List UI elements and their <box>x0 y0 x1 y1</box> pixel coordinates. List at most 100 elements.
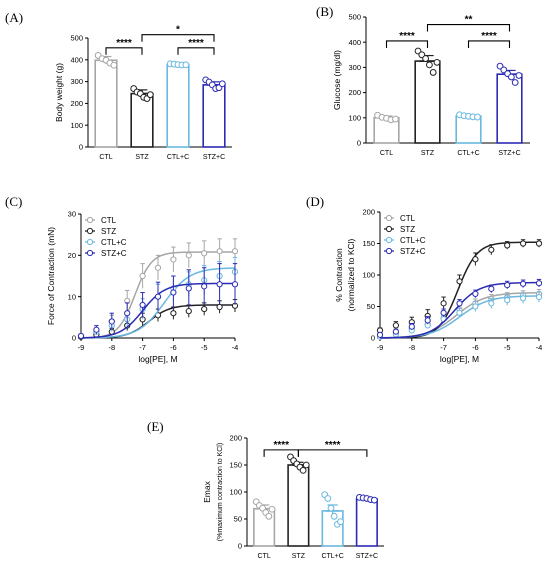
data-point <box>488 246 495 253</box>
y-tick-label: 0 <box>371 334 375 343</box>
data-point <box>511 79 519 86</box>
significance-label: **** <box>481 31 497 42</box>
chart-panel-4: (E) 0 50 100 150 200 Emax (%maximum contraction… <box>147 419 384 560</box>
category-label: STZ+C <box>356 553 378 560</box>
y-tick-label: 500 <box>348 13 361 22</box>
legend-marker <box>86 249 94 257</box>
data-point <box>370 496 378 504</box>
x-tick-label: -6 <box>472 343 479 352</box>
x-tick-label: -5 <box>504 343 511 352</box>
data-point <box>216 248 223 255</box>
category-label: CTL+C <box>167 154 189 161</box>
data-point <box>520 295 527 302</box>
series-curve <box>379 241 540 339</box>
data-point <box>392 322 399 329</box>
significance-bracket <box>385 40 429 48</box>
legend-marker <box>385 247 393 255</box>
data-point <box>110 61 118 69</box>
data-point <box>504 242 511 249</box>
y-tick-label: 200 <box>348 88 361 97</box>
bar <box>496 73 523 144</box>
panel-letter: (D) <box>306 194 324 209</box>
x-tick-label: -9 <box>78 343 85 352</box>
data-point <box>265 512 273 520</box>
legend-label: STZ+C <box>101 249 127 258</box>
x-tick-label: -7 <box>440 343 447 352</box>
y-tick-label: 300 <box>348 63 361 72</box>
data-point <box>93 326 100 333</box>
panel-letter: (C) <box>5 194 22 209</box>
significance-bracket <box>297 449 368 457</box>
y-tick-label: 300 <box>70 77 83 86</box>
y-tick-label: 200 <box>362 208 375 217</box>
y-tick-label: 150 <box>362 239 375 248</box>
legend-marker <box>86 227 94 235</box>
x-tick-label: -6 <box>170 343 177 352</box>
data-point <box>139 272 146 280</box>
significance-bracket <box>141 34 215 42</box>
data-point <box>488 285 495 292</box>
category-label: CTL <box>99 154 112 161</box>
y-axis-label-line2: (normalized to KCl) <box>346 238 356 311</box>
data-point <box>170 289 177 296</box>
x-tick-label: -8 <box>408 343 415 352</box>
data-point <box>474 113 481 121</box>
data-point <box>170 256 177 263</box>
significance-label: ** <box>465 15 473 26</box>
data-point <box>324 495 332 502</box>
data-point <box>302 461 310 469</box>
data-point <box>376 331 384 338</box>
legend-marker <box>385 236 393 244</box>
data-point <box>456 309 463 316</box>
data-point <box>488 300 495 307</box>
x-tick-label: -5 <box>201 343 208 352</box>
data-point <box>231 248 239 255</box>
data-point <box>472 290 479 297</box>
data-point <box>425 61 433 69</box>
panel-letter: (A) <box>5 10 23 25</box>
significance-bracket <box>467 40 511 48</box>
bar <box>94 59 118 148</box>
significance-label: **** <box>325 440 341 451</box>
x-tick-label: -7 <box>139 343 146 352</box>
data-point <box>429 69 437 76</box>
y-tick-label: 500 <box>70 34 83 43</box>
panel-letter: (B) <box>316 4 333 19</box>
data-point <box>535 240 543 247</box>
data-point <box>535 280 543 287</box>
y-axis-label: Body weight (g) <box>54 63 64 122</box>
category-label: STZ+C <box>498 150 520 157</box>
data-point <box>440 300 447 307</box>
y-tick-label: 0 <box>238 542 242 551</box>
data-point <box>535 293 543 301</box>
data-point <box>268 505 276 513</box>
legend-label: STZ <box>400 225 415 234</box>
category-label: STZ <box>292 553 306 560</box>
category-label: STZ <box>135 154 149 161</box>
y-tick-label: 50 <box>234 515 242 524</box>
y-tick-label: 0 <box>79 143 83 152</box>
data-point <box>185 308 192 315</box>
data-point <box>520 240 527 247</box>
y-tick-label: 400 <box>348 38 361 47</box>
data-point <box>182 61 190 69</box>
data-point <box>201 305 208 313</box>
data-point <box>185 252 192 259</box>
data-point <box>408 323 415 330</box>
y-tick-label: 200 <box>70 99 83 108</box>
y-tick-label: 0 <box>357 139 361 148</box>
significance-label: * <box>176 25 180 36</box>
chart-panel-2: (C) 0 10 20 30 Force of Contraction (mN) -9 -8 -… <box>5 194 238 364</box>
category-label: CTL <box>380 150 393 157</box>
significance-bracket <box>426 24 511 32</box>
significance-bracket <box>105 47 143 55</box>
data-point <box>424 317 431 324</box>
data-point <box>507 73 515 81</box>
data-point <box>456 278 463 285</box>
legend-label: CTL <box>400 214 416 223</box>
significance-label: **** <box>116 38 132 49</box>
category-label: CTL+C <box>457 150 479 157</box>
data-point <box>216 281 223 288</box>
category-label: CTL <box>258 553 271 560</box>
y-tick-label: 200 <box>229 434 242 443</box>
